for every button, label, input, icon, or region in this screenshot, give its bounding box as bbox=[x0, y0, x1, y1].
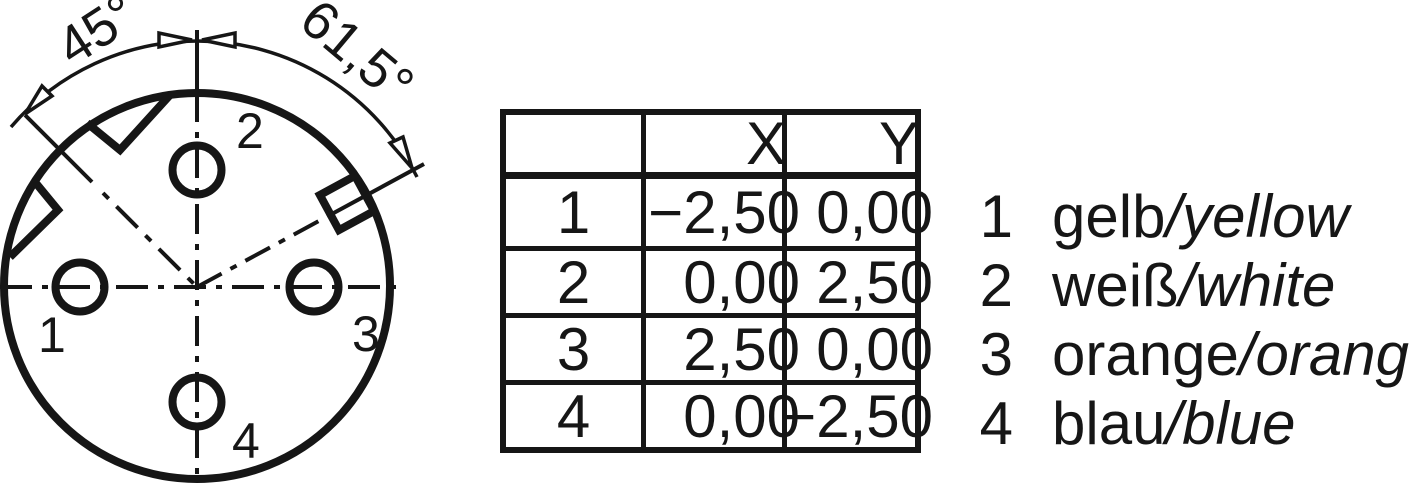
arrowhead-45-end bbox=[23, 83, 55, 116]
legend-item-1: 1 gelb/yellow bbox=[975, 185, 1349, 249]
keyway-square bbox=[314, 170, 380, 236]
legend-item-3: 3 orange/orange bbox=[975, 323, 1411, 387]
table-row-2-x: 0,00 bbox=[641, 246, 800, 316]
table-row-3-pin: 3 bbox=[506, 313, 641, 383]
radial-45-extension bbox=[23, 113, 94, 184]
arrowhead-61-end bbox=[387, 134, 414, 170]
table-header-blank bbox=[506, 115, 641, 179]
pin-coordinates-table: X Y 1 −2,50 0,00 2 0,00 2,50 3 2,50 0,00… bbox=[500, 109, 933, 453]
keying-notch-upper bbox=[84, 92, 173, 156]
legend-pin-number: 4 bbox=[979, 390, 1013, 457]
table-row-2-y: 2,50 bbox=[782, 246, 933, 316]
table-row-1-x: −2,50 bbox=[641, 179, 800, 246]
legend-pin-number: 3 bbox=[979, 321, 1013, 388]
table-row-3-x: 2,50 bbox=[641, 313, 800, 383]
legend-item-4: 4 blau/blue bbox=[975, 392, 1296, 456]
arrowhead-61-left bbox=[201, 30, 237, 50]
legend-color-label: blau/blue bbox=[1052, 390, 1296, 457]
legend-item-2: 2 weiß/white bbox=[975, 252, 1336, 319]
radial-61-extension bbox=[329, 162, 425, 217]
table-row-4-y: −2,50 bbox=[781, 380, 933, 450]
pin-label-4: 4 bbox=[232, 413, 260, 469]
pin-3-hole bbox=[285, 258, 343, 316]
legend-color-label: gelb/yellow bbox=[1052, 183, 1349, 250]
table-row-4-x: 0,00 bbox=[641, 380, 800, 450]
connector-face-drawing: 45° 61,5° 1 2 3 4 bbox=[0, 0, 425, 483]
legend-pin-number: 2 bbox=[979, 252, 1013, 319]
angle-label-45: 45° bbox=[46, 0, 147, 77]
table-row-2-pin: 2 bbox=[506, 246, 641, 316]
pin-label-2: 2 bbox=[236, 103, 264, 159]
keying-notch-lower bbox=[7, 179, 64, 260]
legend-pin-number: 1 bbox=[979, 183, 1013, 250]
legend-color-label: weiß/white bbox=[1052, 252, 1336, 319]
table-row-3-y: 0,00 bbox=[782, 313, 933, 383]
table-row-4-pin: 4 bbox=[506, 380, 641, 450]
pin-label-3: 3 bbox=[352, 306, 380, 362]
arrowhead-45-right bbox=[157, 30, 193, 50]
pin-2-hole bbox=[168, 141, 226, 199]
table-row-1-y: 0,00 bbox=[782, 179, 933, 246]
table-header-x: X bbox=[641, 110, 786, 179]
radial-45-centerline bbox=[101, 191, 199, 289]
pin-label-1: 1 bbox=[38, 307, 66, 363]
table-header-y: Y bbox=[782, 110, 919, 179]
table-row-1-pin: 1 bbox=[556, 179, 591, 246]
radial-61-centerline bbox=[196, 213, 331, 289]
legend-color-label: orange/orange bbox=[1052, 321, 1411, 388]
